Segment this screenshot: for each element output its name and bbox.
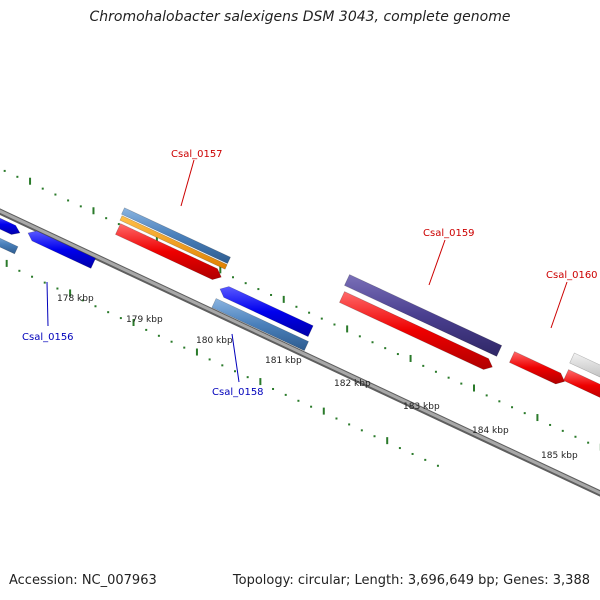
ruler-label: 182 kbp [334,379,371,389]
gene-orange [119,215,228,270]
ruler-label: 178 kbp [57,294,94,304]
gene-red [115,223,222,280]
gene-blue [0,217,21,235]
ruler-label: 179 kbp [126,315,163,325]
gene-blue [27,230,96,269]
gene-steel [121,207,231,264]
gene-leader-line [428,239,446,286]
label-layer: 178 kbp 179 kbp 180 kbp 181 kbp 182 kbp 183 k… [22,149,598,461]
map-title: Chromohalobacter salexigens DSM 3043, co… [89,9,511,25]
ruler-label: 185 kbp [541,451,578,461]
accession-text: Accession: NC_007963 [9,573,157,588]
gene-label: Csal_0160 [546,270,598,281]
gene-label: Csal_0156 [22,332,74,343]
gene-grey [569,352,600,378]
gene-blue [219,286,314,338]
gene-red [563,369,600,398]
gene-red [509,351,565,385]
gene-label: Csal_0158 [212,387,264,398]
gene-label: Csal_0157 [171,149,223,160]
gene-red [339,291,493,370]
gene-leader-line [550,281,568,329]
gene-steel [0,237,19,255]
gene-leader-line [180,159,195,207]
gene-steel [211,298,309,351]
backbone-layer [0,208,600,497]
ruler-label: 180 kbp [196,336,233,346]
ruler-label: 183 kbp [403,402,440,412]
gene-label: Csal_0159 [423,228,475,239]
ruler-label: 184 kbp [472,426,509,436]
gene-leader-line [46,281,49,327]
genome-summary-text: Topology: circular; Length: 3,696,649 bp… [232,573,590,588]
gene-layer [0,207,600,398]
ruler-label: 181 kbp [265,356,302,366]
gene-purple [344,274,503,357]
gene-leader-line [231,333,240,383]
tick-layer [3,169,600,467]
backbone [0,209,600,495]
